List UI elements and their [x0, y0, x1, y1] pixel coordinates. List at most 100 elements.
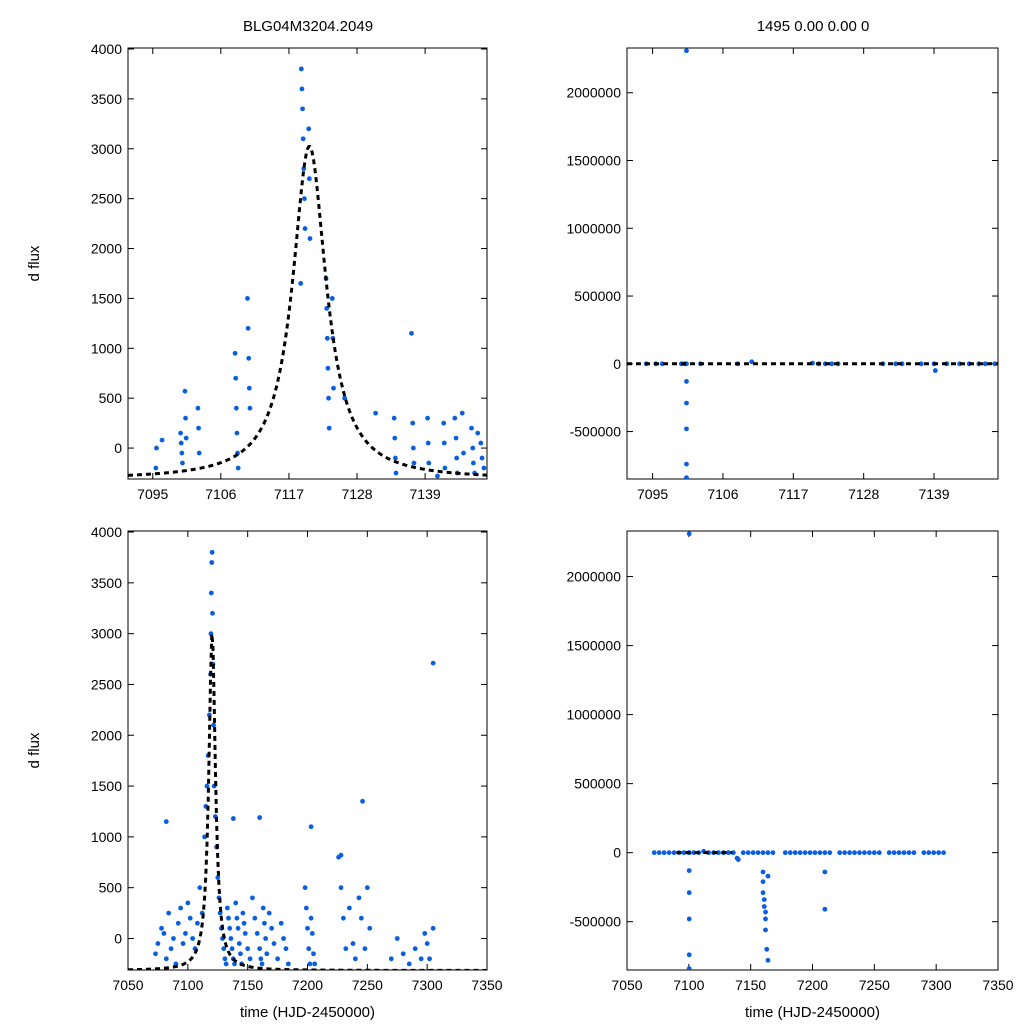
x-tick-label: 7350	[982, 977, 1013, 993]
data-point	[209, 549, 215, 555]
x-tick-label: 7050	[112, 977, 143, 993]
data-point	[159, 437, 165, 443]
data-point	[234, 430, 240, 436]
data-point	[760, 879, 766, 885]
data-point	[461, 450, 466, 456]
data-point	[686, 966, 692, 970]
y-tick-label: 1500	[91, 778, 122, 794]
data-point	[250, 895, 255, 901]
data-point	[886, 850, 892, 856]
data-point	[866, 850, 872, 856]
data-point	[837, 850, 843, 856]
data-point	[195, 405, 201, 411]
data-point	[168, 946, 174, 952]
plot-area	[651, 531, 946, 970]
y-tick-label: 1000	[91, 829, 122, 845]
data-point	[876, 850, 882, 856]
data-point	[247, 956, 253, 962]
data-point	[857, 850, 862, 856]
data-point	[217, 910, 223, 916]
data-point	[362, 946, 368, 952]
data-point	[179, 450, 185, 456]
y-tick-label: 1000000	[566, 220, 621, 236]
x-axis-title: time (HJD-2450000)	[745, 1004, 880, 1021]
data-point	[196, 450, 202, 456]
data-point	[364, 885, 370, 891]
data-point	[329, 296, 335, 301]
data-point	[418, 956, 424, 962]
data-point	[309, 931, 315, 936]
data-point	[906, 850, 912, 856]
data-point	[684, 400, 689, 406]
x-tick-label: 7117	[778, 486, 808, 502]
y-tick-label: 3500	[91, 575, 122, 591]
x-tick-label: 7106	[205, 486, 236, 502]
data-point	[178, 905, 184, 911]
data-point	[406, 961, 412, 967]
data-point	[802, 850, 808, 856]
data-point	[285, 961, 291, 967]
data-point	[358, 915, 364, 921]
data-point	[761, 904, 767, 909]
data-point	[307, 961, 313, 967]
data-point	[209, 560, 215, 565]
data-point	[356, 895, 362, 901]
data-point	[661, 850, 667, 856]
data-point	[338, 885, 344, 891]
data-point	[302, 196, 307, 202]
x-tick-label: 7100	[673, 977, 704, 993]
data-point	[226, 915, 231, 921]
data-point	[684, 48, 689, 54]
data-point	[175, 920, 181, 926]
data-point	[196, 425, 201, 431]
data-point	[760, 850, 766, 856]
data-point	[208, 590, 214, 596]
data-point	[303, 905, 309, 911]
data-point	[197, 885, 203, 891]
panel-full-residuals: 7050 7100 7150 7200 7250 7300 7350 -500000 0 5000…	[566, 530, 1014, 1021]
data-point	[435, 473, 440, 479]
data-point	[367, 925, 373, 931]
data-point	[893, 361, 899, 367]
data-point	[153, 465, 159, 471]
y-tick-label: 1000000	[566, 707, 621, 723]
data-point	[204, 783, 210, 789]
data-point	[411, 460, 417, 466]
data-point	[224, 905, 230, 911]
data-point	[932, 368, 938, 373]
y-tick-label: 1500	[91, 290, 122, 306]
data-point	[246, 385, 252, 391]
data-point	[254, 931, 260, 936]
data-point	[749, 359, 755, 365]
x-tick-label: 7350	[471, 977, 502, 993]
data-point	[238, 951, 243, 957]
data-point	[896, 850, 902, 856]
data-point	[227, 925, 233, 931]
data-point	[235, 465, 241, 471]
data-point	[388, 956, 394, 962]
data-point	[901, 850, 907, 856]
y-tick-label: 2000000	[566, 569, 621, 585]
data-point	[163, 956, 169, 962]
data-point	[422, 931, 428, 936]
data-point	[260, 905, 266, 911]
data-point	[298, 281, 304, 286]
x-tick-label: 7128	[341, 486, 372, 502]
data-point	[442, 465, 448, 471]
data-point	[338, 852, 344, 858]
data-point	[453, 435, 459, 441]
data-point	[241, 920, 247, 926]
y-tick-label: 500	[99, 880, 123, 896]
data-point	[797, 850, 803, 856]
data-point	[847, 850, 852, 856]
data-point	[183, 435, 189, 441]
y-tick-label: 2500	[91, 191, 122, 207]
data-point	[183, 931, 188, 936]
data-point	[787, 850, 793, 856]
data-point	[171, 936, 176, 941]
data-point	[684, 426, 689, 432]
data-point	[306, 946, 312, 952]
data-point	[941, 850, 946, 856]
data-point	[302, 226, 308, 231]
x-tick-label: 7200	[292, 977, 323, 993]
